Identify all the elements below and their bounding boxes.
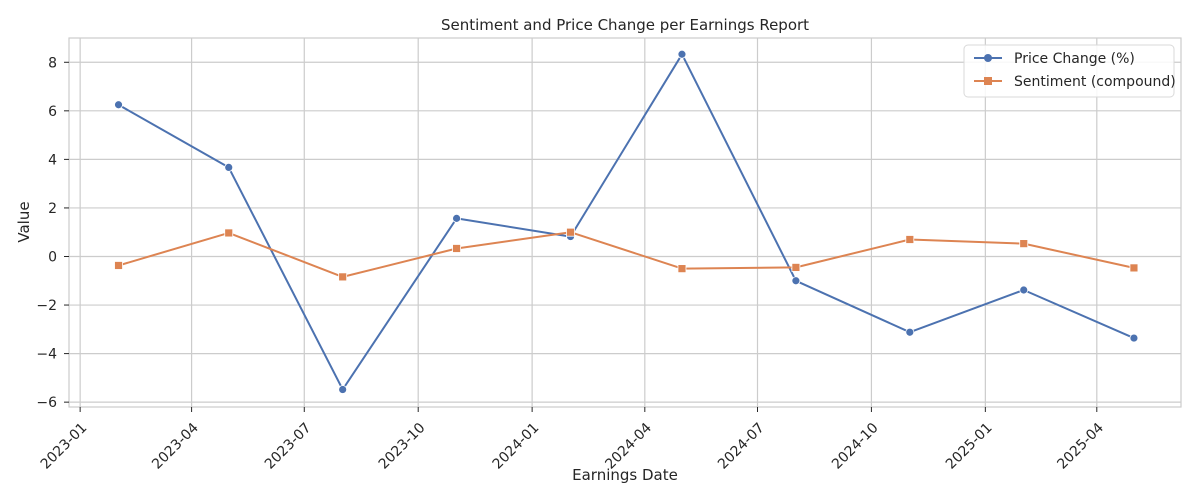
plot-frame [68,37,1182,408]
data-point-sentiment [905,235,915,244]
data-point-sentiment [452,244,461,253]
legend: Price Change (%) Sentiment (compound) [963,44,1176,98]
y-tick-label: 8 [48,55,57,71]
x-tick-label: 2025-01 [943,420,996,473]
legend-marker-price [984,54,992,62]
y-axis: −6 −4 −2 0 2 4 6 8 [36,55,69,411]
data-point-price [1019,285,1029,295]
legend-label-price: Price Change (%) [1014,51,1135,67]
y-tick-label: −2 [36,298,57,314]
grid-lines [69,38,1181,407]
data-point-price [791,276,801,286]
x-tick-label: 2024-04 [602,420,655,473]
data-point-price [905,327,915,337]
data-point-sentiment [791,263,801,272]
x-tick-label: 2024-07 [715,420,768,473]
x-tick-label: 2025-04 [1054,420,1107,473]
legend-label-sentiment: Sentiment (compound) [1014,74,1176,90]
series-line-price [118,53,1135,391]
y-tick-label: −4 [36,347,57,363]
data-point-sentiment [224,228,234,238]
y-axis-title: Value [15,201,33,242]
series-line-sentiment [118,231,1135,278]
x-tick-label: 2024-01 [490,420,543,473]
x-axis-title: Earnings Date [572,466,678,484]
data-point-sentiment [114,261,123,270]
data-point-sentiment [1129,263,1139,273]
series-layer [114,49,1139,394]
y-tick-label: 2 [48,201,57,217]
x-tick-label: 2023-01 [38,420,91,473]
x-tick-label: 2023-04 [149,420,202,473]
x-axis: 2023-01 2023-04 2023-07 2023-10 2024-01 2024-… [38,407,1107,473]
x-tick-label: 2023-07 [262,420,315,473]
data-point-sentiment [566,227,575,237]
x-tick-label: 2023-10 [376,420,429,473]
data-point-sentiment [677,264,687,274]
legend-marker-sentiment [984,77,992,85]
data-point-price [338,385,348,394]
chart-title: Sentiment and Price Change per Earnings … [441,16,809,34]
y-tick-label: 0 [48,249,57,265]
data-point-price [224,162,234,172]
y-tick-label: 6 [48,104,57,120]
x-tick-label: 2024-10 [829,420,882,473]
data-point-price [114,100,123,110]
data-point-sentiment [1019,239,1029,249]
y-tick-label: 4 [48,152,57,168]
y-tick-label: −6 [36,395,57,411]
data-point-sentiment [338,272,348,282]
legend-box [963,44,1175,98]
data-point-price [677,49,687,59]
data-point-price [452,213,461,223]
data-point-price [1129,333,1139,343]
